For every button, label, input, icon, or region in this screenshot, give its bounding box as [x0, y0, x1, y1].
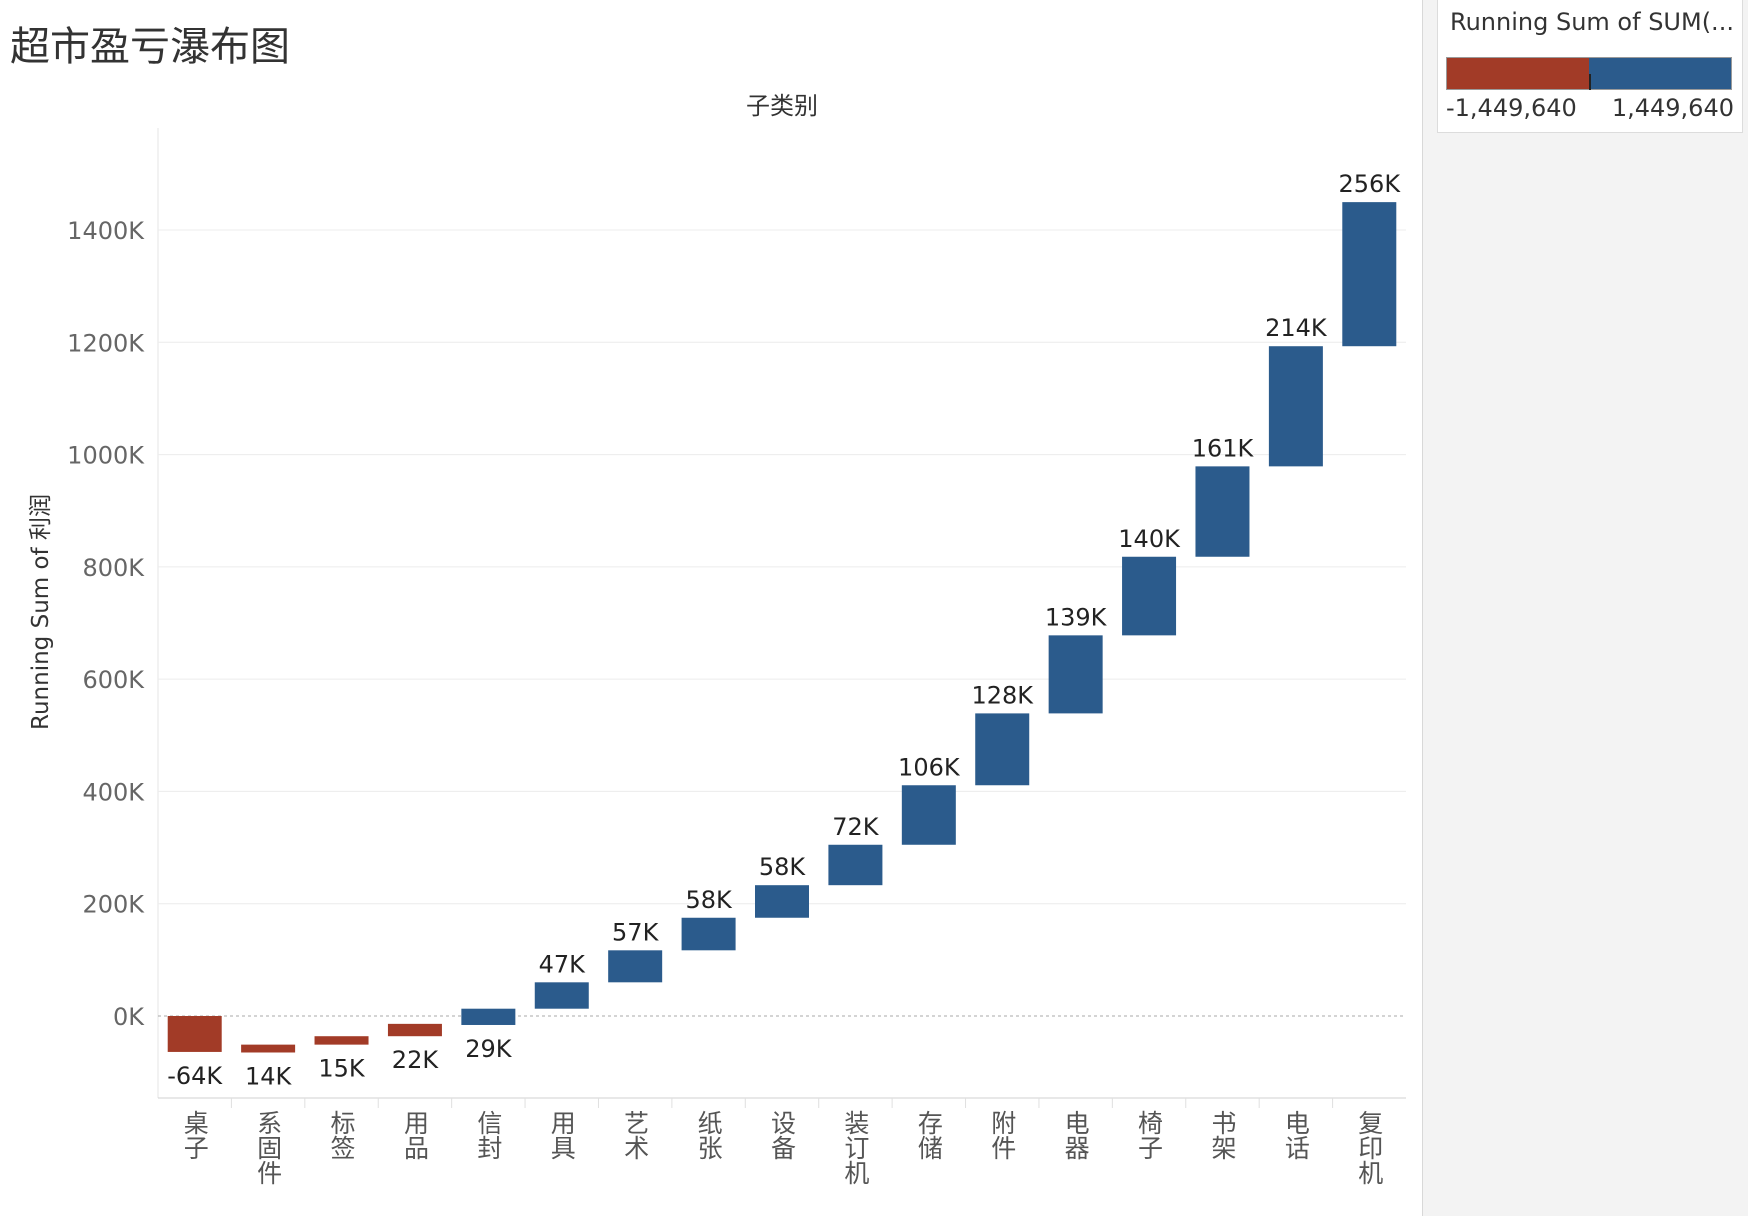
y-axis-ticks: 0K 200K 400K 600K 800K 1000K 1200K 1400K	[67, 217, 145, 1031]
bar	[1048, 635, 1103, 714]
x-tick-label: 艺术	[621, 1110, 650, 1160]
data-label: 14K	[245, 1062, 293, 1090]
bar	[975, 713, 1030, 786]
data-label: 139K	[1045, 603, 1108, 631]
data-label: -64K	[167, 1062, 223, 1090]
x-tick-label: 设备	[768, 1110, 797, 1160]
gridlines	[157, 128, 1406, 1099]
bar	[1195, 466, 1250, 557]
bar	[461, 1008, 516, 1025]
bar	[681, 917, 736, 951]
x-tick-label: 系固件	[254, 1110, 283, 1185]
column-header: 子类别	[746, 92, 818, 120]
bar	[387, 1023, 442, 1037]
data-label: 47K	[539, 950, 587, 978]
x-tick-label: 电话	[1281, 1110, 1310, 1160]
legend-zero-marker	[1589, 74, 1591, 90]
data-label: 161K	[1192, 434, 1255, 462]
data-label: 128K	[971, 681, 1034, 709]
x-tick-label: 电器	[1061, 1110, 1090, 1160]
x-tick-label: 附件	[988, 1110, 1017, 1160]
x-tick-label: 椅子	[1135, 1110, 1164, 1160]
x-tick-label: 存储	[914, 1110, 943, 1160]
x-tick-label: 装订机	[841, 1110, 870, 1185]
bar	[534, 982, 589, 1009]
y-tick-label: 0K	[113, 1003, 145, 1031]
y-tick-label: 1200K	[67, 329, 145, 357]
bar	[828, 844, 883, 886]
legend-max-label: 1,449,640	[1611, 94, 1734, 122]
bars	[167, 202, 1397, 1053]
data-label: 15K	[318, 1055, 366, 1083]
data-label: 256K	[1339, 170, 1402, 198]
data-label: 22K	[392, 1046, 440, 1074]
y-tick-label: 200K	[82, 891, 145, 919]
bar	[241, 1044, 296, 1053]
y-axis-label: Running Sum of 利润	[28, 494, 54, 730]
x-tick-label: 复印机	[1355, 1110, 1384, 1185]
bar	[167, 1016, 222, 1052]
y-tick-label: 400K	[82, 778, 145, 806]
bar	[901, 785, 956, 845]
data-label: 72K	[832, 813, 880, 841]
data-label: 29K	[465, 1035, 513, 1063]
bar	[755, 885, 809, 918]
data-labels: -64K 14K 15K 22K 29K 47K 57K 58K 58K 72K 106K 128K 1…	[167, 170, 1401, 1090]
data-label: 106K	[898, 753, 961, 781]
bar	[1122, 556, 1177, 636]
x-tick-label: 用品	[400, 1110, 429, 1160]
data-label: 140K	[1118, 525, 1181, 553]
legend-min-label: -1,449,640	[1446, 94, 1577, 122]
bar	[1342, 202, 1397, 347]
chart-title: 超市盈亏瀑布图	[10, 24, 290, 70]
data-label: 58K	[685, 886, 733, 914]
x-axis-ticks: 桌子 系固件 标签 用品 信封 用具 艺术 纸张 设备 装订机 存储 附件 电器 椅子 书架 电话 复印机	[180, 1098, 1384, 1185]
x-tick-label: 标签	[327, 1110, 356, 1160]
x-tick-label: 用具	[547, 1110, 576, 1160]
x-tick-label: 桌子	[180, 1110, 209, 1160]
x-tick-label: 书架	[1208, 1110, 1237, 1160]
legend-negative-swatch	[1447, 58, 1589, 89]
color-legend[interactable]: Running Sum of SUM(... -1,449,640 1,449,…	[1437, 0, 1743, 133]
y-tick-label: 800K	[82, 554, 145, 582]
legend-title: Running Sum of SUM(...	[1450, 8, 1734, 36]
x-tick-label: 信封	[474, 1110, 503, 1160]
legend-panel: Running Sum of SUM(... -1,449,640 1,449,…	[1422, 0, 1748, 1216]
data-label: 57K	[612, 918, 660, 946]
data-label: 214K	[1265, 314, 1328, 342]
bar	[1268, 346, 1323, 467]
data-label: 58K	[759, 853, 807, 881]
bar	[608, 950, 663, 983]
y-tick-label: 1000K	[67, 442, 145, 470]
bar	[314, 1036, 369, 1045]
waterfall-chart: 子类别 Running Sum of 利润 0K 200K 400K 600K 800K…	[28, 92, 1406, 1185]
legend-positive-swatch	[1589, 58, 1731, 89]
y-tick-label: 600K	[82, 666, 145, 694]
y-tick-label: 1400K	[67, 217, 145, 245]
x-tick-label: 纸张	[694, 1110, 723, 1160]
